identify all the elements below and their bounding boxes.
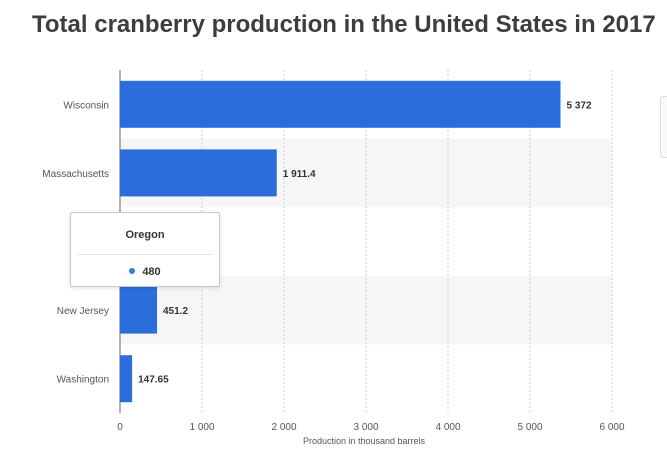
value-label: 147.65 bbox=[138, 375, 169, 386]
x-tick-label: 6 000 bbox=[599, 422, 624, 433]
x-tick-label: 4 000 bbox=[435, 422, 460, 433]
tooltip-series-marker bbox=[129, 268, 136, 274]
side-panel-edge bbox=[660, 96, 667, 158]
tooltip-value: 480 bbox=[142, 266, 161, 278]
x-tick-label: 5 000 bbox=[517, 422, 542, 433]
tooltip-value-row: 480 bbox=[71, 266, 219, 278]
x-tick-label: 0 bbox=[117, 422, 123, 433]
value-label: 451.2 bbox=[163, 306, 188, 317]
category-label: Massachusetts bbox=[42, 169, 109, 180]
category-label: New Jersey bbox=[57, 306, 109, 317]
chart-title: Total cranberry production in the United… bbox=[32, 11, 656, 38]
category-label: Wisconsin bbox=[63, 100, 109, 111]
value-label: 1 911.4 bbox=[283, 169, 316, 180]
category-label: Washington bbox=[57, 375, 109, 386]
x-tick-label: 3 000 bbox=[353, 422, 378, 433]
chart-tooltip: Oregon 480 bbox=[70, 212, 220, 287]
value-label: 5 372 bbox=[567, 100, 592, 111]
tooltip-divider bbox=[77, 254, 213, 255]
bar-washington bbox=[120, 355, 133, 403]
bar-new-jersey bbox=[120, 286, 157, 334]
x-tick-label: 1 000 bbox=[189, 422, 214, 433]
x-tick-label: 2 000 bbox=[271, 422, 296, 433]
tooltip-title: Oregon bbox=[125, 229, 165, 241]
x-axis-title: Production in thousand barrels bbox=[303, 436, 426, 446]
bar-massachusetts bbox=[120, 149, 277, 197]
bar-wisconsin bbox=[120, 80, 561, 128]
